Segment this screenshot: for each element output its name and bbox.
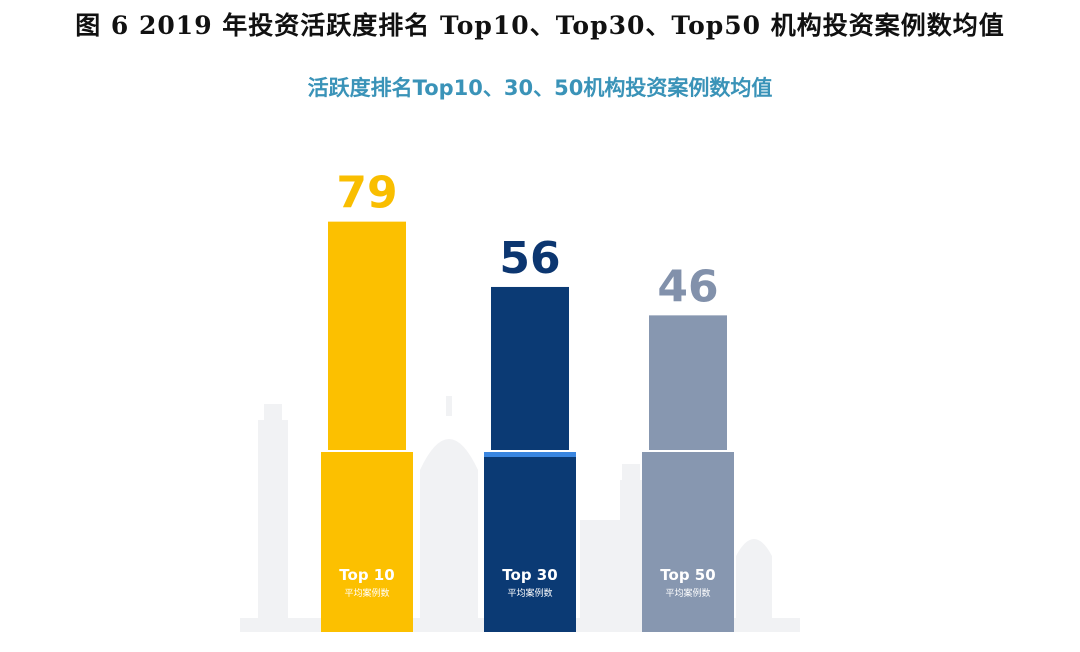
bar-top-10 <box>328 221 406 450</box>
bar-band-highlight <box>321 452 413 457</box>
category-label: Top 10 <box>339 566 394 584</box>
category-sublabel: 平均案例数 <box>507 587 552 599</box>
bar-value-label: 46 <box>657 261 718 312</box>
category-sublabel: 平均案例数 <box>344 587 389 599</box>
bar-band-highlight <box>484 452 576 457</box>
bars-layer: 79 Top 10 平均案例数 56 Top 30 平均案例数 46 Top 50 平均案例数 <box>321 168 734 632</box>
bar-top-50 <box>649 315 727 450</box>
bar-top-30 <box>491 286 569 450</box>
figure-caption: 图 6 2019 年投资活跃度排名 Top10、Top30、Top50 机构投资… <box>75 11 1005 40</box>
bar-base-band <box>642 452 734 632</box>
category-label: Top 30 <box>502 566 557 584</box>
chart-title: 活跃度排名Top10、30、50机构投资案例数均值 <box>307 76 773 100</box>
category-sublabel: 平均案例数 <box>665 587 710 599</box>
bar-band-highlight <box>642 452 734 457</box>
bar-value-label: 56 <box>499 233 560 284</box>
category-label: Top 50 <box>660 566 715 584</box>
bar-base-band <box>321 452 413 632</box>
bar-base-band <box>484 452 576 632</box>
skyline-background-illustration <box>240 396 800 632</box>
bar-value-label: 79 <box>336 168 397 219</box>
